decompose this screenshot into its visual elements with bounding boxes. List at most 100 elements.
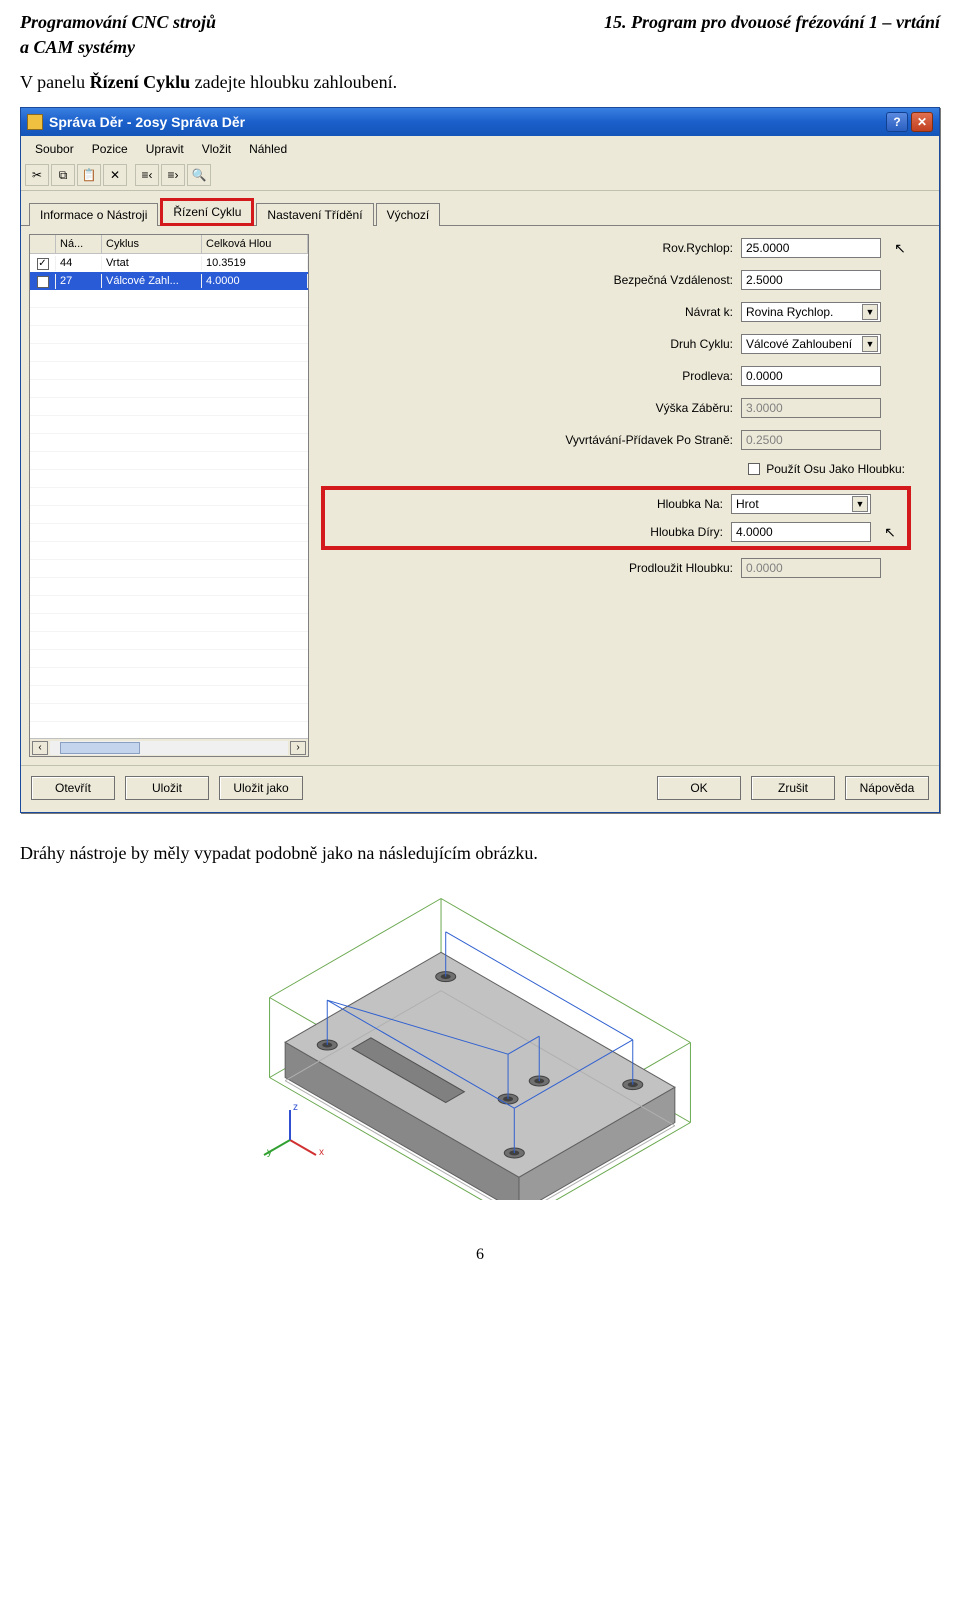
th-na[interactable]: Ná... (56, 235, 102, 253)
table-row[interactable] (30, 416, 308, 434)
label-pouzit-osu: Použít Osu Jako Hloubku: (766, 462, 905, 476)
tab-vychozi[interactable]: Výchozí (376, 203, 441, 226)
input-prodleva[interactable] (741, 366, 881, 386)
table-row[interactable] (30, 308, 308, 326)
header-left2: a CAM systémy (0, 37, 960, 66)
cursor-icon: ↖ (884, 524, 896, 541)
saveas-button[interactable]: Uložit jako (219, 776, 303, 800)
checkbox-osu[interactable] (748, 463, 760, 475)
preview-icon[interactable]: 🔍 (187, 164, 211, 186)
select-druh[interactable]: Válcové Zahloubení ▼ (741, 334, 881, 354)
intro-b: Řízení Cyklu (90, 72, 191, 92)
table-row[interactable] (30, 326, 308, 344)
table-row[interactable] (30, 542, 308, 560)
table-row[interactable] (30, 632, 308, 650)
svg-text:y: y (267, 1147, 272, 1158)
paste-icon[interactable]: 📋 (77, 164, 101, 186)
input-prodlouzit (741, 558, 881, 578)
indent-left-icon[interactable]: ≡‹ (135, 164, 159, 186)
table-row[interactable] (30, 290, 308, 308)
open-button[interactable]: Otevřít (31, 776, 115, 800)
menu-soubor[interactable]: Soubor (27, 140, 82, 158)
table-row[interactable] (30, 560, 308, 578)
header-right: 15. Program pro dvouosé frézování 1 – vr… (604, 12, 940, 33)
table-row[interactable] (30, 452, 308, 470)
chevron-down-icon[interactable]: ▼ (862, 304, 878, 320)
label-rov-rychlop: Rov.Rychlop: (663, 241, 733, 255)
chevron-down-icon[interactable]: ▼ (852, 496, 868, 512)
select-hloubka-na-value: Hrot (736, 497, 759, 511)
cell-cyklus: Vrtat (102, 256, 202, 270)
input-bezpecna[interactable] (741, 270, 881, 290)
input-hloubka-diry[interactable] (731, 522, 871, 542)
select-navrat-value: Rovina Rychlop. (746, 305, 833, 319)
table-row[interactable] (30, 344, 308, 362)
table-row[interactable] (30, 596, 308, 614)
tab-info-nastroji[interactable]: Informace o Nástroji (29, 203, 158, 226)
intro-c: zadejte hloubku zahloubení. (190, 72, 397, 92)
select-hloubka-na[interactable]: Hrot ▼ (731, 494, 871, 514)
th-cyklus[interactable]: Cyklus (102, 235, 202, 253)
scroll-right-icon[interactable]: › (290, 741, 306, 755)
label-vyska: Výška Záběru: (656, 401, 733, 415)
table-row[interactable]: ✓27Válcové Zahl...4.0000 (30, 272, 308, 290)
hscrollbar[interactable]: ‹ › (30, 738, 308, 756)
table-row[interactable]: ✓ 44Vrtat10.3519 (30, 254, 308, 272)
label-prodleva: Prodleva: (682, 369, 733, 383)
indent-right-icon[interactable]: ≡› (161, 164, 185, 186)
intro-a: V panelu (20, 72, 90, 92)
table-row[interactable] (30, 578, 308, 596)
ok-button[interactable]: OK (657, 776, 741, 800)
tab-nastaveni-trideni[interactable]: Nastavení Třídění (256, 203, 373, 226)
table-row[interactable] (30, 686, 308, 704)
chevron-down-icon[interactable]: ▼ (862, 336, 878, 352)
table-row[interactable] (30, 704, 308, 722)
select-navrat[interactable]: Rovina Rychlop. ▼ (741, 302, 881, 322)
close-icon[interactable]: ✕ (911, 112, 933, 132)
cancel-button[interactable]: Zrušit (751, 776, 835, 800)
cell-na: 27 (56, 274, 102, 288)
window-title: Správa Děr - 2osy Správa Děr (49, 114, 245, 130)
input-vyvrt (741, 430, 881, 450)
menu-vlozit[interactable]: Vložit (194, 140, 239, 158)
table-row[interactable] (30, 650, 308, 668)
table-row[interactable] (30, 524, 308, 542)
help-button[interactable]: ? (886, 112, 908, 132)
table-row[interactable] (30, 614, 308, 632)
cursor-icon: ↖ (894, 240, 906, 257)
cell-hloubka: 10.3519 (202, 256, 308, 270)
cell-na: 44 (56, 256, 102, 270)
menu-nahled[interactable]: Náhled (241, 140, 295, 158)
cut-icon[interactable]: ✂ (25, 164, 49, 186)
row-checkbox[interactable]: ✓ (37, 276, 49, 288)
save-button[interactable]: Uložit (125, 776, 209, 800)
table-row[interactable] (30, 668, 308, 686)
button-bar: Otevřít Uložit Uložit jako OK Zrušit Náp… (21, 765, 939, 812)
delete-icon[interactable]: ✕ (103, 164, 127, 186)
scroll-left-icon[interactable]: ‹ (32, 741, 48, 755)
cell-hloubka: 4.0000 (202, 274, 308, 288)
table-row[interactable] (30, 380, 308, 398)
tab-rizeni-cyklu[interactable]: Řízení Cyklu (160, 198, 254, 226)
table-row[interactable] (30, 488, 308, 506)
th-check[interactable] (30, 235, 56, 253)
table-row[interactable] (30, 434, 308, 452)
input-vyska (741, 398, 881, 418)
intro-text: V panelu Řízení Cyklu zadejte hloubku za… (0, 66, 960, 107)
row-checkbox[interactable]: ✓ (37, 258, 49, 270)
input-rov-rychlop[interactable] (741, 238, 881, 258)
copy-icon[interactable]: ⧉ (51, 164, 75, 186)
titlebar[interactable]: Správa Děr - 2osy Správa Děr ? ✕ (21, 108, 939, 136)
highlight-hloubka: Hloubka Na: Hrot ▼ Hloubka Díry: ↖ (321, 486, 911, 550)
table-row[interactable] (30, 398, 308, 416)
page-number: 6 (0, 1230, 960, 1280)
table-row[interactable] (30, 362, 308, 380)
header-left: Programování CNC strojů (20, 12, 216, 33)
help-button[interactable]: Nápověda (845, 776, 929, 800)
menu-pozice[interactable]: Pozice (84, 140, 136, 158)
table-row[interactable] (30, 506, 308, 524)
svg-text:z: z (293, 1102, 298, 1113)
th-hloubka[interactable]: Celková Hlou (202, 235, 308, 253)
menu-upravit[interactable]: Upravit (138, 140, 192, 158)
table-row[interactable] (30, 470, 308, 488)
